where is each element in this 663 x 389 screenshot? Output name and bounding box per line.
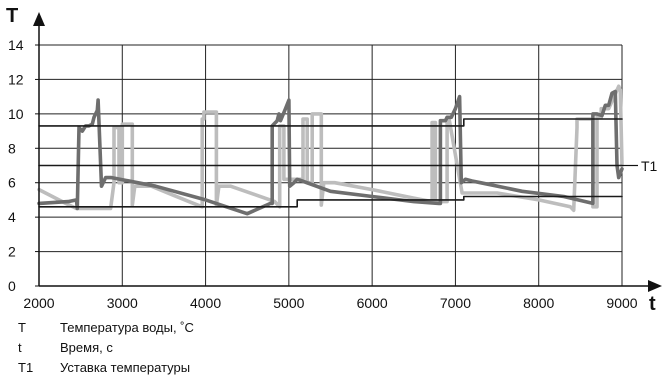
x-tick-label: 3000 bbox=[107, 295, 138, 311]
y-tick-label: 4 bbox=[8, 209, 16, 225]
x-tick-label: 5000 bbox=[273, 295, 304, 311]
legend-symbol: T bbox=[18, 320, 26, 335]
legend-row-t1: T1 Уставка температуры bbox=[8, 358, 368, 378]
y-tick-label: 8 bbox=[8, 140, 16, 156]
x-axis-label: t bbox=[649, 293, 656, 315]
x-axis-arrow bbox=[648, 280, 662, 292]
chart-plot: 0 2 4 6 8 10 12 14 2000 3000 4000 5000 6000 7000 8000 9… bbox=[6, 5, 662, 315]
x-tick-label: 7000 bbox=[440, 295, 471, 311]
y-axis-arrow bbox=[33, 12, 45, 26]
tick-labels: 0 2 4 6 8 10 12 14 2000 3000 4000 5000 6000 7000 8000 9… bbox=[8, 37, 638, 311]
legend-row-t: T Температура воды, ˚C bbox=[8, 318, 368, 338]
x-tick-label: 6000 bbox=[357, 295, 388, 311]
y-axis-label: T bbox=[6, 5, 18, 27]
y-tick-label: 0 bbox=[8, 278, 16, 294]
y-tick-label: 6 bbox=[8, 175, 16, 191]
legend: T Температура воды, ˚C t Время, с T1 Уст… bbox=[8, 318, 368, 378]
x-tick-label: 8000 bbox=[523, 295, 554, 311]
y-tick-label: 14 bbox=[8, 37, 24, 53]
legend-symbol: t bbox=[18, 340, 22, 355]
legend-description: Температура воды, ˚C bbox=[60, 320, 194, 335]
y-tick-label: 2 bbox=[8, 244, 16, 260]
legend-description: Время, с bbox=[60, 340, 113, 355]
x-tick-label: 2000 bbox=[23, 295, 54, 311]
axes bbox=[33, 12, 662, 292]
series-line-2 bbox=[37, 89, 624, 216]
x-tick-label: 9000 bbox=[606, 295, 637, 311]
y-tick-label: 10 bbox=[8, 106, 24, 122]
series-group bbox=[37, 84, 624, 216]
legend-row-time: t Время, с bbox=[8, 338, 368, 358]
series-line-1 bbox=[37, 84, 624, 213]
legend-description: Уставка температуры bbox=[60, 360, 191, 375]
series-line-3 bbox=[38, 195, 623, 208]
setpoint-label: T1 bbox=[641, 158, 658, 174]
series-line-4 bbox=[38, 118, 623, 127]
y-tick-label: 12 bbox=[8, 71, 24, 87]
legend-symbol: T1 bbox=[18, 360, 34, 375]
x-tick-label: 4000 bbox=[190, 295, 221, 311]
